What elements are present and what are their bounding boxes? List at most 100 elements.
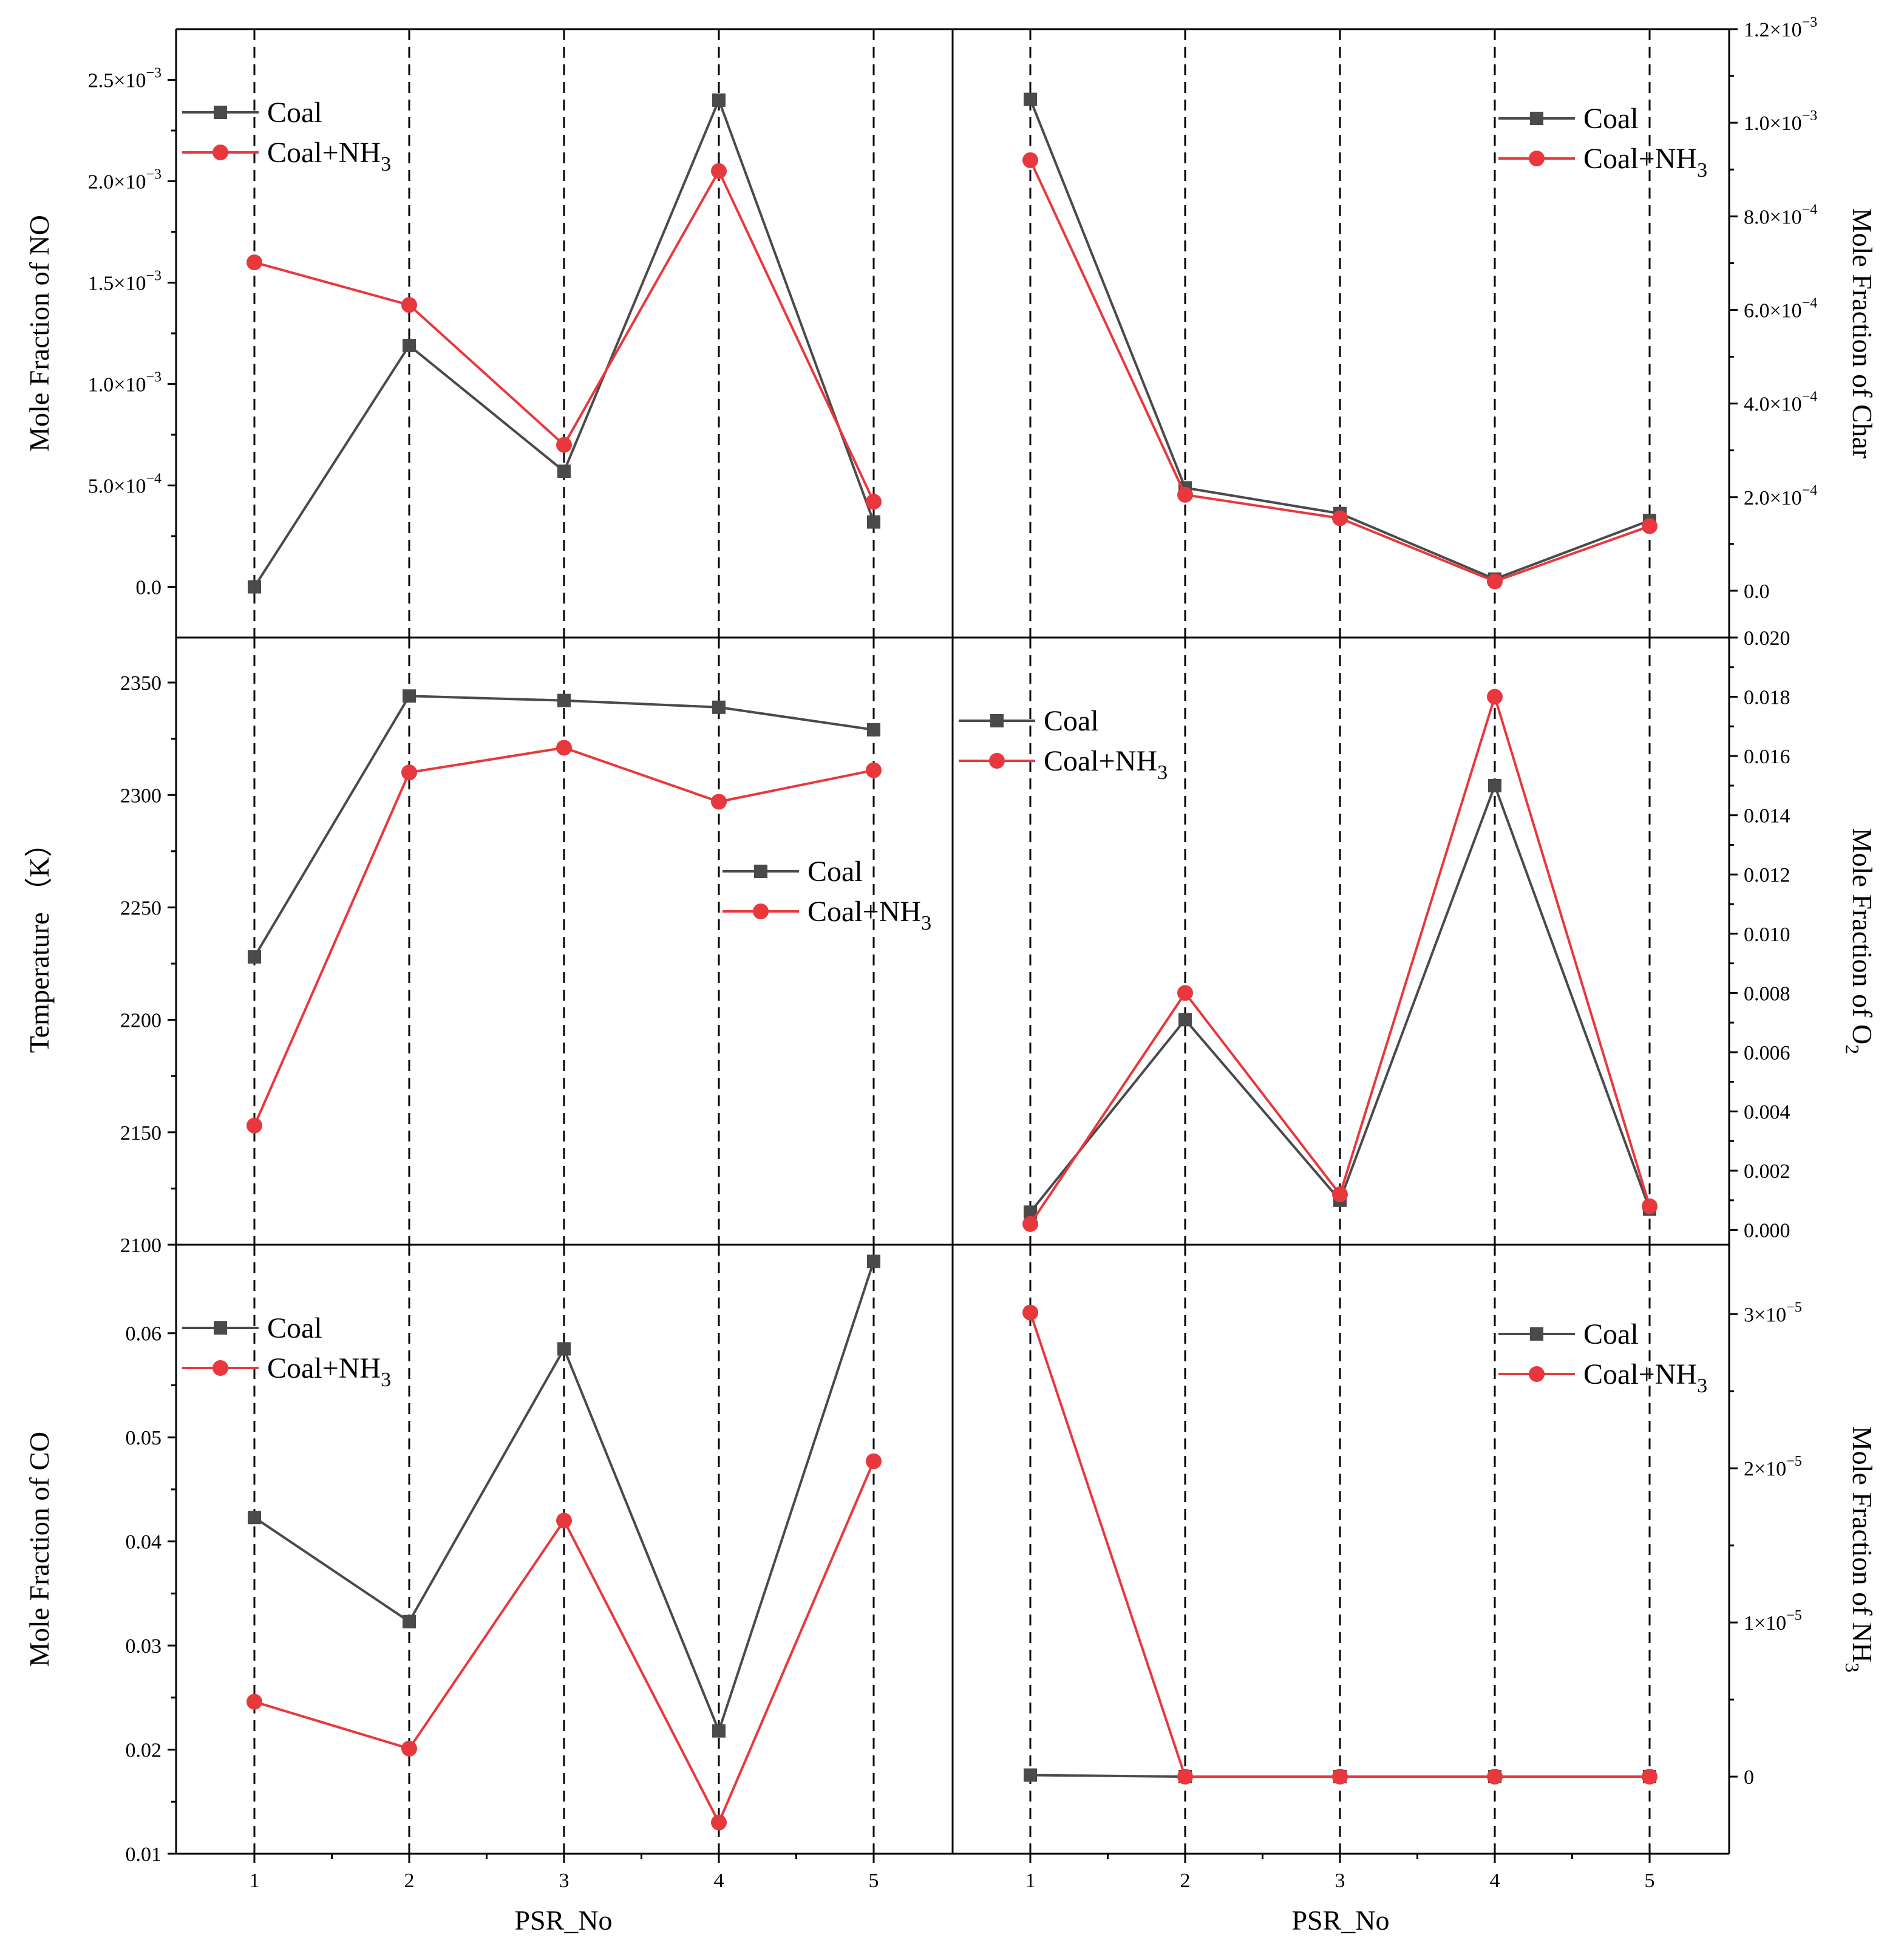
legend-marker-coal <box>754 865 767 878</box>
y-tick-label: 0.03 <box>126 1635 162 1658</box>
y-tick-label: 2100 <box>120 1234 162 1257</box>
data-point-coal-nh3 <box>866 762 882 778</box>
y-tick-label: 0.0 <box>1744 580 1770 603</box>
data-point-coal <box>248 1511 261 1525</box>
y-tick-label: 0.012 <box>1744 864 1790 886</box>
legend-marker-coal-nh3 <box>989 753 1005 769</box>
data-point-coal-nh3 <box>1487 1769 1503 1785</box>
panels: 0.0 5.0×10−4 1.0×10−3 1.5×10−3 2.0×10−3 2.5×1… <box>24 15 1878 1866</box>
y-tick-label: 2×10−5 <box>1744 1454 1802 1480</box>
y-tick-label: 0.01 <box>126 1843 162 1866</box>
data-point-coal-nh3 <box>556 740 572 756</box>
legend-label: Coal <box>1583 103 1639 135</box>
data-point-coal <box>403 339 416 353</box>
data-point-coal-nh3 <box>1642 1769 1657 1785</box>
y-tick-label: 2.0×10−4 <box>1744 483 1817 509</box>
legend-label: Coal <box>267 1312 322 1344</box>
data-point-coal-nh3 <box>866 494 882 510</box>
legend: Coal Coal+NH3 <box>182 1312 391 1391</box>
legend-marker-coal <box>1530 1327 1543 1341</box>
x-tick-label: 5 <box>869 1870 879 1892</box>
data-point-coal-nh3 <box>1022 1304 1038 1321</box>
y-tick-label: 1.2×10−3 <box>1744 15 1817 41</box>
y-tick-label: 2.5×10−3 <box>88 66 162 92</box>
legend-label-subscript: 3 <box>381 153 391 175</box>
data-point-coal <box>1178 1013 1192 1027</box>
y-tick-label: 0.05 <box>126 1427 162 1449</box>
y-tick-label-exponent: −3 <box>146 167 162 183</box>
legend-marker-coal-nh3 <box>1529 1366 1545 1382</box>
y-tick-label: 1.0×10−3 <box>1744 108 1817 135</box>
y-axis-title: Mole Fraction of CO <box>24 1432 55 1667</box>
legend-label: Coal+NH3 <box>1583 1358 1707 1397</box>
y-tick-label: 0 <box>1744 1766 1754 1789</box>
y-tick-label: 5.0×10−4 <box>88 471 162 498</box>
y-tick-label: 2.0×10−3 <box>88 167 162 194</box>
y-tick-label-exponent: −5 <box>1786 1454 1802 1469</box>
data-point-coal <box>712 93 726 107</box>
data-point-coal-nh3 <box>246 1693 262 1710</box>
data-point-coal <box>867 515 880 529</box>
y-axis-title: Mole Fraction of O2 <box>1841 828 1878 1054</box>
legend-marker-coal <box>214 1321 227 1335</box>
y-tick-label: 1.0×10−3 <box>88 370 162 396</box>
data-point-coal <box>1024 92 1037 106</box>
data-point-coal <box>867 1254 880 1268</box>
y-axis-title-subscript: 3 <box>1841 1662 1863 1672</box>
y-tick-label-exponent: −4 <box>1802 295 1818 311</box>
legend-label-subscript: 3 <box>1697 159 1707 182</box>
legend-label: Coal+NH3 <box>807 896 931 934</box>
data-point-coal <box>248 580 261 594</box>
data-point-coal <box>403 1615 416 1628</box>
data-point-coal-nh3 <box>711 794 727 810</box>
y-tick-label: 2150 <box>120 1122 162 1145</box>
data-point-coal <box>1024 1768 1037 1782</box>
legend: Coal Coal+NH3 <box>722 856 931 934</box>
y-axis-title-subscript: 2 <box>1841 1044 1863 1054</box>
data-point-coal-nh3 <box>556 437 572 453</box>
legend-marker-coal-nh3 <box>212 145 228 160</box>
data-point-coal <box>712 1724 726 1738</box>
y-tick-label: 6.0×10−4 <box>1744 295 1817 322</box>
x-tick-label: 4 <box>1490 1870 1500 1892</box>
legend: Coal Coal+NH3 <box>959 705 1168 784</box>
data-point-coal-nh3 <box>1332 1769 1348 1785</box>
x-tick-label: 2 <box>404 1870 415 1892</box>
data-point-coal-nh3 <box>1332 510 1348 526</box>
x-tick-label: 4 <box>714 1870 724 1892</box>
y-axis-title: Mole Fraction of NH3 <box>1841 1426 1878 1673</box>
y-tick-label-exponent: −4 <box>1802 202 1818 217</box>
y-tick-label: 2250 <box>120 897 162 919</box>
data-point-coal-nh3 <box>1487 573 1503 590</box>
panel-temperature: 2100 2150 2200 2250 2300 2350 Temperature （K） C… <box>24 638 931 1257</box>
y-tick-label: 0.002 <box>1744 1160 1790 1183</box>
y-tick-label-exponent: −4 <box>1802 483 1818 499</box>
y-tick-label: 0.018 <box>1744 687 1790 709</box>
legend-label: Coal <box>807 856 863 888</box>
y-axis-title: Mole Fraction of NO <box>24 215 55 452</box>
data-point-coal <box>403 689 416 703</box>
x-tick-label: 1 <box>250 1870 260 1892</box>
data-point-coal-nh3 <box>246 1117 262 1134</box>
legend-marker-coal <box>990 714 1004 727</box>
x-tick-label: 3 <box>559 1870 570 1892</box>
legend-label-subscript: 3 <box>921 912 931 934</box>
data-point-coal-nh3 <box>1332 1186 1348 1203</box>
legend-marker-coal-nh3 <box>212 1360 228 1376</box>
panel-no: 0.0 5.0×10−4 1.0×10−3 1.5×10−3 2.0×10−3 2.5×1… <box>24 29 882 638</box>
data-point-coal <box>248 950 261 964</box>
data-point-coal-nh3 <box>556 1513 572 1529</box>
y-tick-label: 0.04 <box>126 1531 162 1554</box>
data-point-coal-nh3 <box>711 1814 727 1831</box>
data-point-coal-nh3 <box>1642 518 1657 534</box>
data-point-coal-nh3 <box>1177 1769 1193 1785</box>
data-point-coal-nh3 <box>1177 985 1193 1001</box>
legend-label: Coal+NH3 <box>267 137 391 175</box>
y-tick-label: 2200 <box>120 1010 162 1032</box>
y-tick-label: 0.020 <box>1744 627 1790 650</box>
data-point-coal-nh3 <box>1022 152 1038 168</box>
y-tick-label-exponent: −3 <box>146 370 162 386</box>
legend-label-subscript: 3 <box>381 1369 391 1391</box>
data-point-coal <box>557 464 571 478</box>
